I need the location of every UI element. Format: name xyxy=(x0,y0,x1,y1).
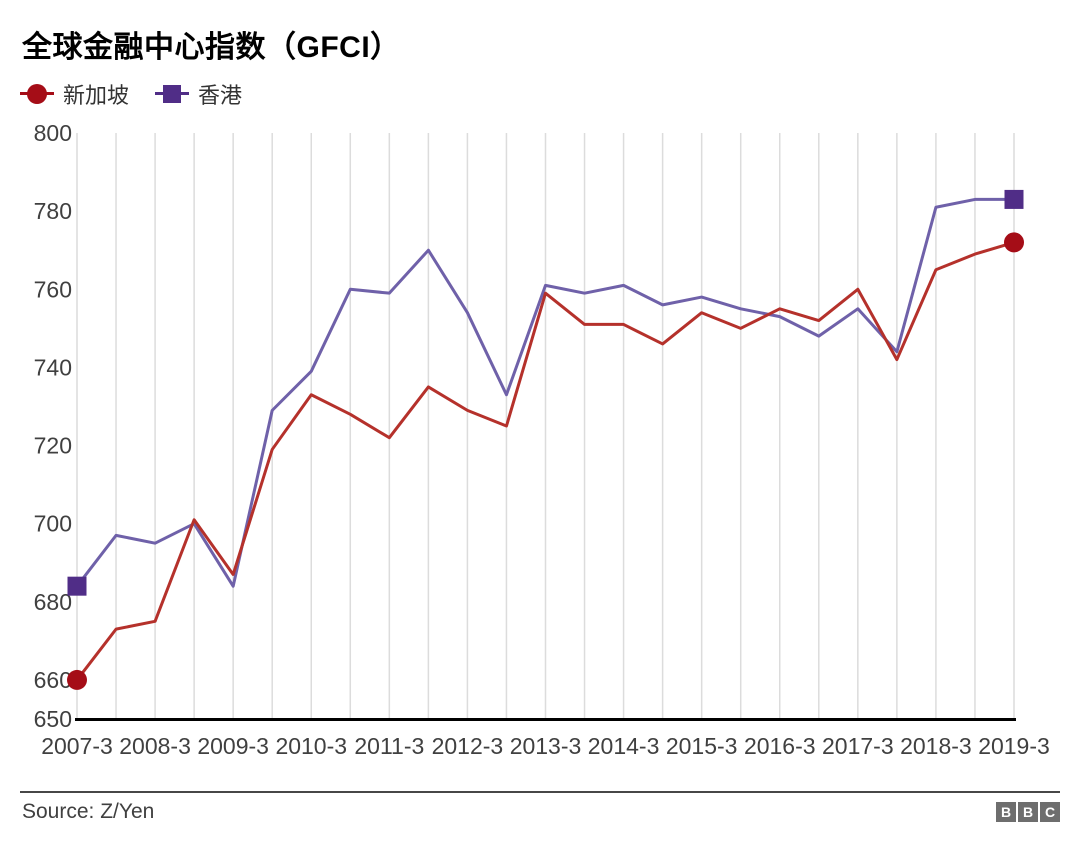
footer-divider xyxy=(20,791,1060,793)
y-tick-label: 800 xyxy=(34,120,72,146)
y-tick-label: 680 xyxy=(34,589,72,615)
legend-label-singapore: 新加坡 xyxy=(63,83,130,108)
series-line-singapore xyxy=(75,240,1015,681)
series-endpoint-singapore xyxy=(67,669,87,690)
legend-label-hongkong: 香港 xyxy=(198,83,243,108)
x-tick-label: 2018-3 xyxy=(900,733,972,759)
bbc-logo: B B C xyxy=(996,802,1060,822)
x-tick-label: 2016-3 xyxy=(744,733,816,759)
chart-title: 全球金融中心指数（GFCI） xyxy=(22,31,401,64)
source-label: Source: Z/Yen xyxy=(22,800,155,823)
x-tick-label: 2008-3 xyxy=(119,733,191,759)
x-tick-label: 2013-3 xyxy=(510,733,582,759)
y-tick-label: 650 xyxy=(34,706,72,732)
series-endpoint-hongkong xyxy=(67,576,87,596)
x-tick-label: 2017-3 xyxy=(822,733,894,759)
y-tick-label: 720 xyxy=(34,433,72,459)
x-tick-label: 2010-3 xyxy=(275,733,347,759)
y-tick-label: 700 xyxy=(34,511,72,537)
y-tick-label: 660 xyxy=(34,667,72,693)
y-tick-label: 780 xyxy=(34,198,72,224)
singapore-line-circle-icon xyxy=(20,83,54,105)
x-tick-label: 2011-3 xyxy=(354,733,424,759)
legend-item-singapore: 新加坡 xyxy=(20,78,129,110)
bbc-logo-block-c: C xyxy=(1040,802,1060,822)
x-tick-label: 2012-3 xyxy=(432,733,504,759)
legend: 新加坡 香港 xyxy=(20,78,242,110)
x-tick-label: 2015-3 xyxy=(666,733,738,759)
bbc-logo-block-b1: B xyxy=(996,802,1016,822)
x-tick-label: 2009-3 xyxy=(197,733,269,759)
x-tick-label: 2019-3 xyxy=(978,733,1050,759)
y-tick-label: 740 xyxy=(34,354,72,380)
series-endpoint-singapore xyxy=(1004,232,1024,253)
bbc-logo-block-b2: B xyxy=(1018,802,1038,822)
series-line-hongkong xyxy=(75,197,1014,588)
y-tick-label: 760 xyxy=(34,276,72,302)
x-tick-label: 2007-3 xyxy=(41,733,113,759)
legend-item-hongkong: 香港 xyxy=(155,78,242,110)
hongkong-line-square-icon xyxy=(155,83,190,105)
x-tick-label: 2014-3 xyxy=(588,733,660,759)
series-endpoint-hongkong xyxy=(1004,189,1024,209)
